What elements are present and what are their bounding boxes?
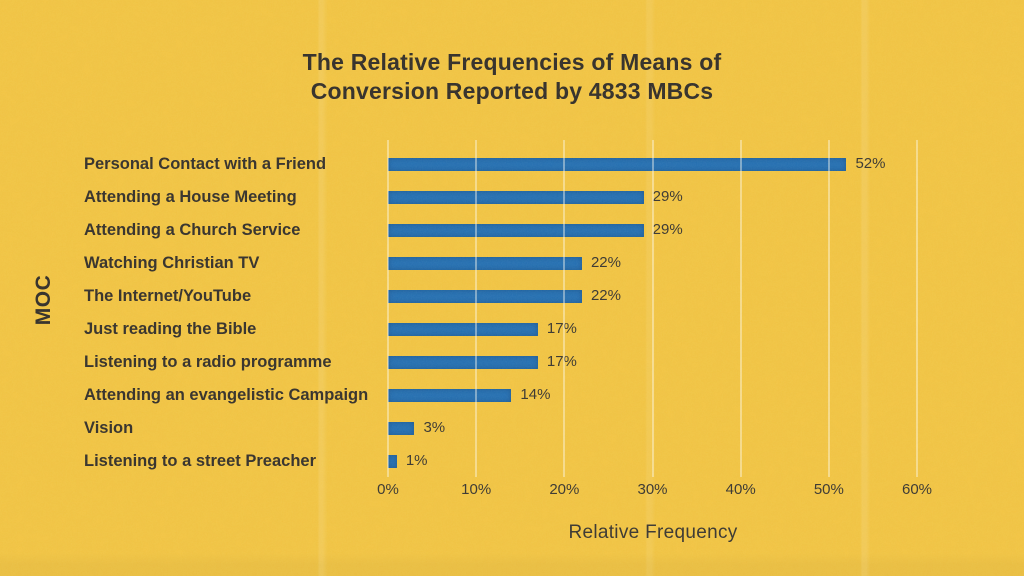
bar <box>388 223 644 237</box>
category-label: Just reading the Bible <box>84 320 257 338</box>
x-axis-tick-label: 40% <box>725 481 756 498</box>
x-axis-tick-label: 60% <box>901 481 933 498</box>
y-axis-title: MOC <box>32 274 55 326</box>
category-label: Listening to a radio programme <box>84 353 332 371</box>
bar-value-label: 17% <box>546 320 577 337</box>
x-axis-tick-label: 10% <box>461 481 492 498</box>
bar <box>388 388 512 402</box>
vertical-gridline <box>651 140 654 477</box>
bar <box>388 289 582 303</box>
x-axis-tick-label: 50% <box>813 481 844 498</box>
bar-value-label: 52% <box>855 155 886 172</box>
vertical-gridline <box>387 140 389 477</box>
vertical-gridline <box>563 140 566 477</box>
vertical-gridline <box>475 140 478 477</box>
category-label: Attending a Church Service <box>84 221 301 239</box>
bar-value-label: 1% <box>405 452 428 469</box>
vertical-gridline <box>827 140 830 477</box>
bar-value-label: 14% <box>520 386 551 403</box>
vertical-gridline <box>916 140 918 477</box>
category-label: The Internet/YouTube <box>84 287 252 305</box>
chart-title: The Relative Frequencies of Means of Con… <box>0 48 1024 106</box>
bar-value-label: 17% <box>546 353 577 370</box>
bar <box>388 454 397 468</box>
bar <box>388 190 644 204</box>
vertical-gridline <box>739 140 742 477</box>
x-axis-tick-label: 30% <box>637 481 668 498</box>
bar <box>388 421 415 435</box>
bar <box>388 355 538 369</box>
bar-value-label: 3% <box>423 419 446 436</box>
category-label: Attending an evangelistic Campaign <box>84 386 369 404</box>
chart-title-line1: The Relative Frequencies of Means of <box>302 49 722 75</box>
x-axis-title: Relative Frequency <box>568 522 738 543</box>
category-label: Watching Christian TV <box>84 254 260 272</box>
x-axis-tick-label: 0% <box>377 481 399 498</box>
category-label: Listening to a street Preacher <box>84 452 316 470</box>
bar <box>388 157 847 171</box>
category-label: Vision <box>84 419 134 437</box>
bar-value-label: 22% <box>590 287 621 304</box>
bar <box>388 256 582 270</box>
category-label: Attending a House Meeting <box>84 188 297 206</box>
x-axis-tick-label: 20% <box>549 481 580 498</box>
bar-value-label: 29% <box>652 188 683 205</box>
bar-value-label: 29% <box>652 221 683 238</box>
bar-value-label: 22% <box>590 254 621 271</box>
chart-title-line2: Conversion Reported by 4833 MBCs <box>310 78 714 104</box>
category-label: Personal Contact with a Friend <box>84 155 327 173</box>
bar <box>388 322 538 336</box>
